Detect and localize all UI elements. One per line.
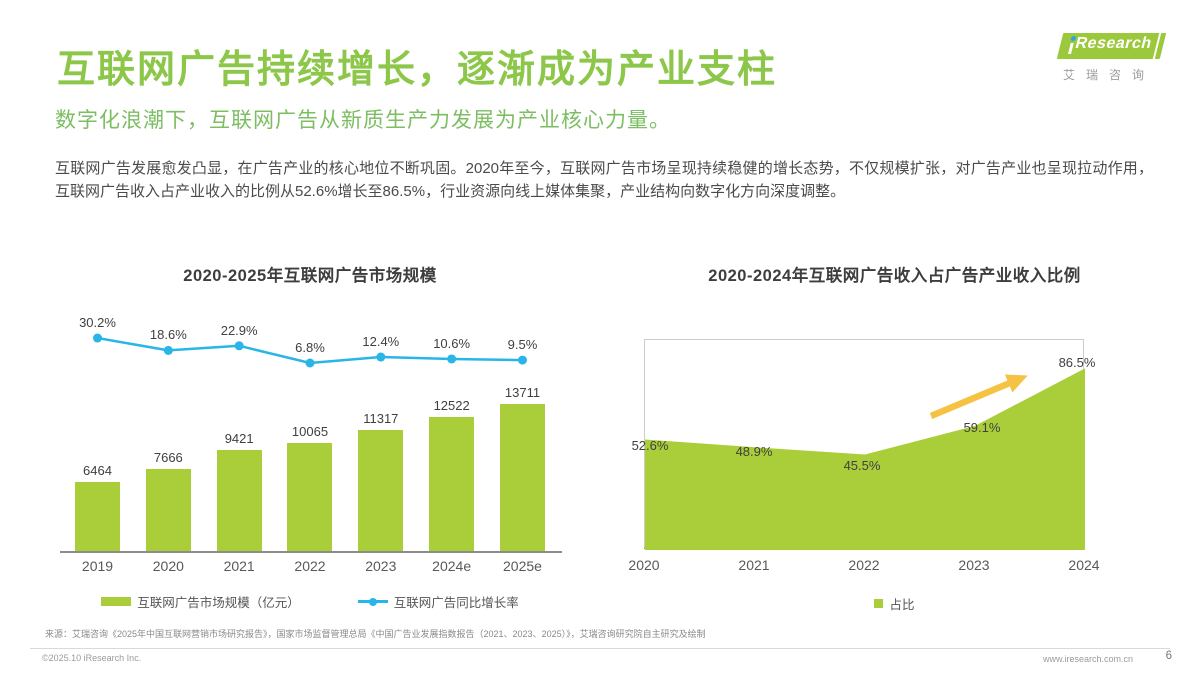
share-label-2020: 52.6% <box>631 437 669 453</box>
share-label-2021: 48.9% <box>735 444 773 460</box>
line-swatch-icon <box>357 597 388 606</box>
page-title: 互联网广告持续增长，逐渐成为产业支柱 <box>57 49 778 91</box>
logo-cn-label: 艾瑞咨询 <box>1063 68 1156 82</box>
bar-2022 <box>287 443 333 551</box>
x-tick-label: 2020 <box>152 558 184 574</box>
bar-swatch-icon <box>101 597 132 606</box>
chart-market-size-title: 2020-2025年互联网广告市场规模 <box>183 267 437 285</box>
trend-arrow-icon <box>929 374 1028 419</box>
area-shape <box>645 368 1085 550</box>
website-url: www.iresearch.com.cn <box>1042 654 1133 664</box>
bar-2023 <box>358 429 404 551</box>
growth-point-2019 <box>93 333 102 343</box>
legend-market-size-label: 互联网广告市场规模（亿元） <box>137 596 300 610</box>
growth-point-2022 <box>305 358 315 368</box>
bar-value-label: 12522 <box>433 398 470 413</box>
area-swatch-icon <box>874 599 884 608</box>
chart-share-title: 2020-2024年互联网广告收入占广告产业收入比例 <box>708 267 1081 285</box>
x-tick-label: 2021 <box>738 557 770 573</box>
legend-item-market-size: 互联网广告市场规模（亿元） <box>101 592 300 611</box>
x-tick-label: 2022 <box>848 557 880 573</box>
bar-2019 <box>75 481 120 551</box>
x-tick-label: 2023 <box>958 557 990 573</box>
bar-value-label: 11317 <box>363 410 399 426</box>
growth-point-2024e <box>447 354 457 364</box>
legend-item-share: 占比 <box>874 594 915 613</box>
area-plot-labels: 52.6% 2020 48.9% 2021 45.5% 2022 59.1% 2023 86.5… <box>612 252 1177 624</box>
share-label-2022: 45.5% <box>843 458 881 474</box>
bar-2020 <box>145 468 191 551</box>
growth-rate-label: 9.5% <box>507 337 538 353</box>
bar-value-label: 7666 <box>153 449 183 465</box>
x-tick-label: 2021 <box>223 558 255 574</box>
growth-point-2021 <box>234 341 244 351</box>
x-tick-label: 2025e <box>503 558 542 574</box>
bar-2021 <box>216 450 262 551</box>
area-plot <box>644 339 1085 550</box>
footer-divider <box>30 648 1170 649</box>
logo-mark: Research <box>1056 33 1167 59</box>
bar-2025e <box>499 404 545 551</box>
growth-point-2025e <box>517 355 527 365</box>
x-tick-label: 2024e <box>432 558 472 574</box>
area-shape-svg <box>645 368 1085 550</box>
bar-value-label: 10065 <box>291 424 329 440</box>
legend-share: 占比 <box>612 594 1177 613</box>
page-number: 6 <box>1165 650 1172 662</box>
logo-slash <box>1152 33 1162 59</box>
x-axis-line <box>60 551 562 553</box>
x-tick-label: 2022 <box>294 558 326 574</box>
source-note: 来源：艾瑞咨询《2025年中国互联网营销市场研究报告》，国家市场监督管理总局《中… <box>45 629 706 639</box>
x-tick-label: 2020 <box>628 557 660 573</box>
growth-point-2023 <box>376 352 386 362</box>
legend-growth-rate-label: 互联网广告同比增长率 <box>393 596 519 610</box>
x-tick-label: 2023 <box>365 558 397 574</box>
bar-value-label: 9421 <box>224 431 254 447</box>
share-label-2024: 86.5% <box>1058 355 1096 371</box>
bar-line-plot: 6464 30.2% 2019 7666 18.6% 2020 9421 22.9% 2021 1… <box>30 252 590 624</box>
growth-rate-label: 30.2% <box>79 315 116 330</box>
logo-wordmark: Research <box>1073 35 1154 52</box>
growth-rate-label: 6.8% <box>295 340 325 355</box>
growth-rate-label: 18.6% <box>149 327 187 343</box>
bar-value-label: 6464 <box>83 462 112 478</box>
legend-share-label: 占比 <box>889 598 915 612</box>
page-subtitle: 数字化浪潮下，互联网广告从新质生产力发展为产业核心力量。 <box>55 109 671 132</box>
x-tick-label: 2024 <box>1068 557 1100 573</box>
legend-market-size: 互联网广告市场规模（亿元） 互联网广告同比增长率 <box>30 592 590 611</box>
chart-market-size: 2020-2025年互联网广告市场规模 6464 30.2% 2019 7666 18.… <box>30 252 590 624</box>
bar-2024e <box>429 417 475 551</box>
growth-rate-label: 10.6% <box>433 335 471 351</box>
x-tick-label: 2019 <box>81 558 114 574</box>
chart-share-of-industry: 2020-2024年互联网广告收入占广告产业收入比例 52.6% 2020 48.9… <box>612 252 1177 624</box>
share-label-2023: 59.1% <box>963 419 1001 435</box>
bar-value-label: 13711 <box>504 385 541 401</box>
growth-point-2020 <box>163 345 173 355</box>
intro-paragraph: 互联网广告发展愈发凸显，在广告产业的核心地位不断巩固。2020年至今，互联网广告… <box>55 160 1153 200</box>
growth-rate-label: 22.9% <box>220 322 258 338</box>
iresearch-logo: Research 艾瑞咨询 <box>1056 33 1172 83</box>
legend-item-growth-rate: 互联网广告同比增长率 <box>357 592 519 611</box>
growth-rate-label: 12.4% <box>362 334 400 350</box>
copyright: ©2025.10 iResearch Inc. <box>42 653 142 663</box>
